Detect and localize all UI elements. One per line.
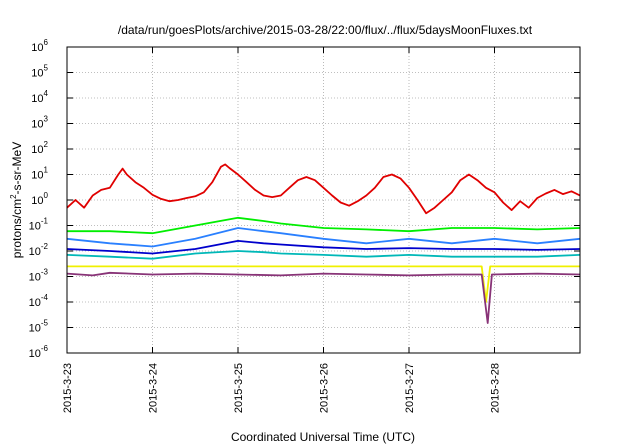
y-tick-label-exp: -6 xyxy=(41,344,49,353)
series-line-3 xyxy=(66,227,581,248)
series-line-1 xyxy=(66,163,581,215)
x-tick-label: 2015-3-26 xyxy=(319,363,331,413)
y-tick-label-exp: 3 xyxy=(44,115,49,124)
y-axis: 10-610-510-410-310-210-11001011021031041… xyxy=(29,38,580,360)
y-tick-label-base: 10 xyxy=(31,119,43,131)
y-tick-label: 10-6 xyxy=(29,344,49,360)
y-tick-label: 101 xyxy=(31,166,48,182)
y-tick-label: 102 xyxy=(31,140,48,156)
y-tick-label-exp: -3 xyxy=(41,268,49,277)
chart-title: /data/run/goesPlots/archive/2015-03-28/2… xyxy=(118,23,533,37)
y-tick-label: 10-2 xyxy=(29,242,49,258)
y-tick-label-base: 10 xyxy=(29,221,41,233)
y-tick-label-base: 10 xyxy=(31,144,43,156)
y-tick-label-exp: 0 xyxy=(44,191,49,200)
y-tick-label-base: 10 xyxy=(31,195,43,207)
y-tick-label-base: 10 xyxy=(29,348,41,360)
y-tick-label-base: 10 xyxy=(31,93,43,105)
y-tick-label-base: 10 xyxy=(29,246,41,258)
y-tick-label-exp: -2 xyxy=(41,242,49,251)
y-tick-label: 10-1 xyxy=(29,217,49,233)
x-axis-label: Coordinated Universal Time (UTC) xyxy=(231,430,415,444)
y-tick-label: 10-5 xyxy=(29,319,49,335)
y-tick-label-exp: 1 xyxy=(44,166,49,175)
series-line-7 xyxy=(66,271,581,324)
x-tick-label: 2015-3-25 xyxy=(233,363,245,413)
y-tick-label-base: 10 xyxy=(29,272,41,284)
y-tick-label-exp: 6 xyxy=(44,38,49,47)
x-axis: 2015-3-23 2015-3-24 2015-3-25 2015-3-26 2015… xyxy=(62,47,502,413)
y-tick-label: 10-4 xyxy=(29,293,49,309)
y-tick-label: 103 xyxy=(31,115,48,131)
y-tick-label-base: 10 xyxy=(31,170,43,182)
y-tick-label: 104 xyxy=(31,89,48,105)
series-line-4 xyxy=(66,240,581,255)
series-line-6 xyxy=(67,265,580,303)
x-tick-label: 2015-3-28 xyxy=(490,363,502,413)
series-line-2 xyxy=(67,216,581,235)
y-tick-label-exp: 5 xyxy=(44,64,49,73)
y-tick-label-exp: -5 xyxy=(41,319,49,328)
y-tick-label-base: 10 xyxy=(31,42,43,54)
y-tick-label: 106 xyxy=(31,38,48,54)
series-group xyxy=(66,163,581,324)
y-tick-label-base: 10 xyxy=(29,323,41,335)
y-tick-label-exp: 2 xyxy=(44,140,49,149)
grid xyxy=(66,46,580,354)
y-tick-label: 10-3 xyxy=(29,268,49,284)
x-tick-label: 2015-3-24 xyxy=(148,363,160,413)
y-tick-label-base: 10 xyxy=(31,68,43,80)
y-tick-label-exp: 4 xyxy=(44,89,49,98)
y-tick-label-exp: -4 xyxy=(41,293,49,302)
y-tick-label-exp: -1 xyxy=(41,217,49,226)
y-tick-label: 100 xyxy=(31,191,48,207)
y-axis-label-rest: -s-sr-MeV xyxy=(10,142,24,195)
x-tick-label: 2015-3-23 xyxy=(62,363,74,413)
series-line-5 xyxy=(66,250,581,260)
y-axis-label-exp: 2 xyxy=(9,194,18,199)
y-axis-label-base: protons/cm xyxy=(10,199,24,258)
y-axis-label: protons/cm2-s-sr-MeV xyxy=(9,142,24,258)
x-tick-label: 2015-3-27 xyxy=(404,363,416,413)
y-tick-label: 105 xyxy=(31,64,48,80)
y-tick-label-base: 10 xyxy=(29,297,41,309)
